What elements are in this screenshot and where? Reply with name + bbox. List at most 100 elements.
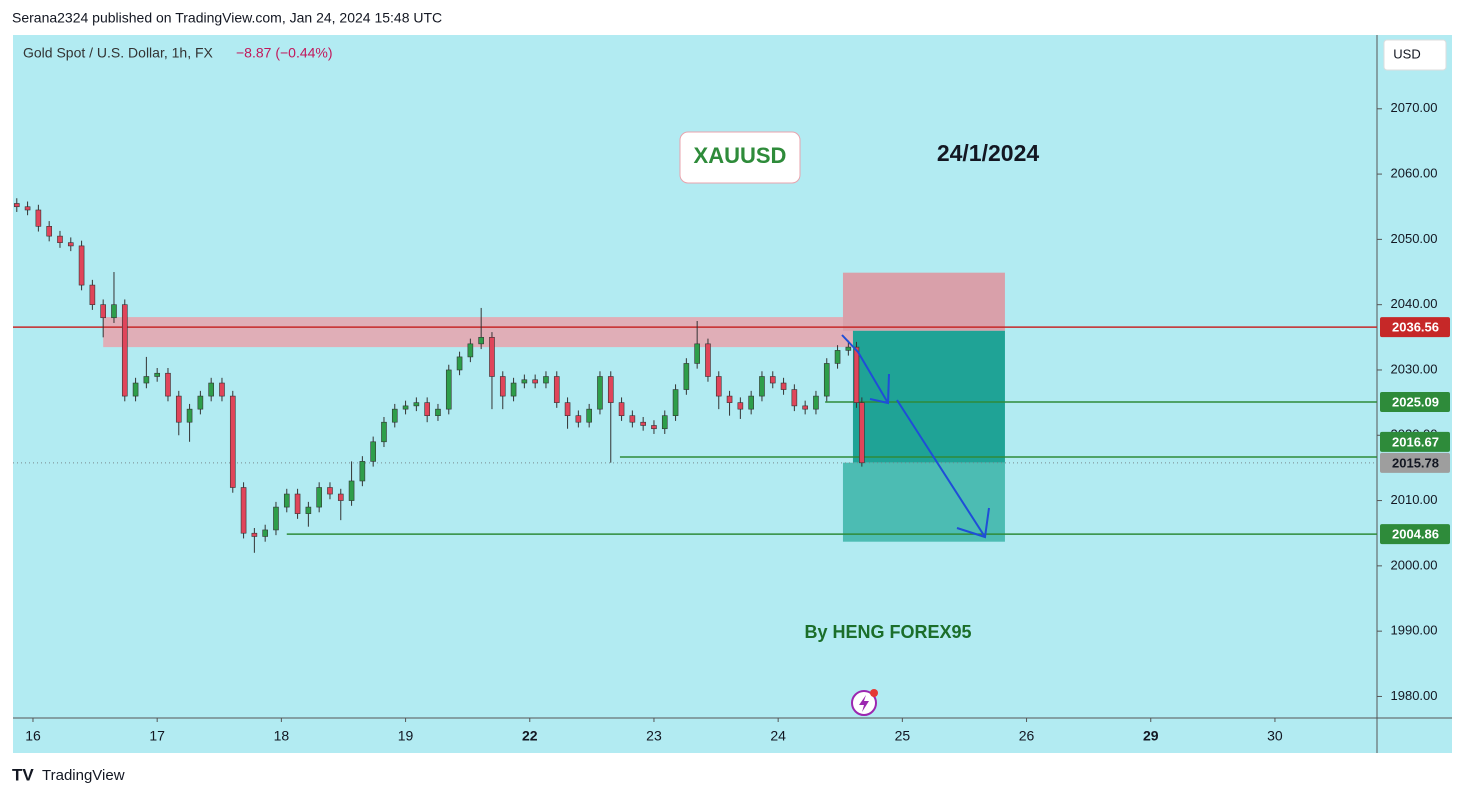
candle-body [316,487,322,508]
arrow-head [956,507,990,539]
candle-body [467,343,474,358]
candle-body [759,376,765,397]
candle-body [564,402,571,416]
candle-body [597,376,603,410]
candle-body [13,203,20,208]
candle-body [154,372,160,377]
candle-body [575,415,582,423]
candle-body [197,395,204,410]
change: −8.87 (−0.44%) [236,45,333,61]
candle-body [661,415,668,430]
price-tag-label: 2015.78 [1392,455,1439,470]
x-tick-label: 18 [274,728,290,744]
candle-body [726,395,733,403]
candle-body [478,337,484,345]
candle-body [715,376,722,397]
publisher: Serana2324 published on TradingView.com,… [12,10,442,26]
candle-body [859,402,865,464]
candle-body [67,242,74,247]
candle-body [57,235,63,243]
candle-body [89,284,96,305]
arrows [841,334,990,539]
candle-body [769,376,776,384]
candle-body [813,395,819,410]
candle-body [305,506,312,514]
alert-bolt [859,695,869,712]
target-zone [852,330,1005,463]
candle-body [683,363,690,390]
candle-body [532,379,538,384]
chart-date: 24/1/2024 [937,140,1040,166]
candle-body [381,421,387,443]
y-tick-label: 2010.00 [1391,492,1438,507]
y-tick-label: 2070.00 [1391,100,1438,115]
candle-body [402,405,409,410]
candle-body [586,408,592,423]
candle-body [219,382,225,397]
candle-body [413,402,420,407]
currency-box[interactable] [1383,39,1447,71]
price-tag [1380,431,1450,452]
price-tag [1380,317,1450,338]
chart-title: XAUUSD [694,143,787,168]
candle-body [521,379,528,384]
candle-body [705,343,711,377]
candle-body [251,532,258,537]
candle-body [424,402,430,416]
candle-body [845,346,852,351]
candle-body [802,405,808,410]
candle-body [229,395,236,488]
y-tick-label: 1990.00 [1391,623,1438,638]
y-tick-label: 2030.00 [1391,361,1438,376]
candle-body [510,382,517,397]
candle-body [294,493,301,514]
stop-zone [842,272,1005,331]
price-tag [1380,392,1450,413]
candle-body [748,395,754,410]
candle-body [143,376,150,384]
price-tag-label: 2025.09 [1392,394,1439,409]
author: By HENG FOREX95 [804,622,971,642]
price-tag-label: 2016.67 [1392,434,1439,449]
candle-body [543,376,549,384]
candle-body [283,493,290,508]
y-tick-label: 2040.00 [1391,296,1438,311]
symbol: Gold Spot / U.S. Dollar, 1h, FX [23,45,214,61]
y-tick-label: 2000.00 [1391,557,1438,572]
candle-body [607,376,614,403]
brand: TradingView [42,767,125,784]
candle-body [694,343,700,364]
candle-body [100,304,106,319]
x-tick-label: 24 [770,728,786,744]
candle-body [24,206,31,211]
plot: 1980.001990.002000.002010.002020.002030.… [13,100,1438,744]
candle-body [78,245,85,286]
candle-body [737,402,744,410]
x-tick-label: 17 [149,728,165,744]
price-tag [1380,452,1450,473]
price-tag-label: 2036.56 [1392,320,1439,335]
candle-body [262,529,268,537]
candle-body [672,389,679,416]
arrow [896,399,986,538]
y-tick-label: 1980.00 [1391,688,1438,703]
arrow-head [869,373,890,405]
target-zone [842,462,1005,542]
candle-body [780,382,787,390]
candle-body [651,425,657,430]
x-tick-label: 29 [1143,728,1159,744]
candle-body [46,226,52,237]
price-tag-label: 2004.86 [1392,527,1439,542]
candle-body [370,441,376,462]
candle-body [121,304,128,397]
candle-body [834,350,841,364]
title-box [679,131,801,184]
currency: USD [1393,46,1420,61]
x-tick-label: 23 [646,728,662,744]
y-tick-label: 2060.00 [1391,166,1438,181]
candle-body [640,421,646,426]
x-tick-label: 19 [398,728,414,744]
x-tick-label: 26 [1019,728,1035,744]
y-tick-label: 2050.00 [1391,231,1438,246]
